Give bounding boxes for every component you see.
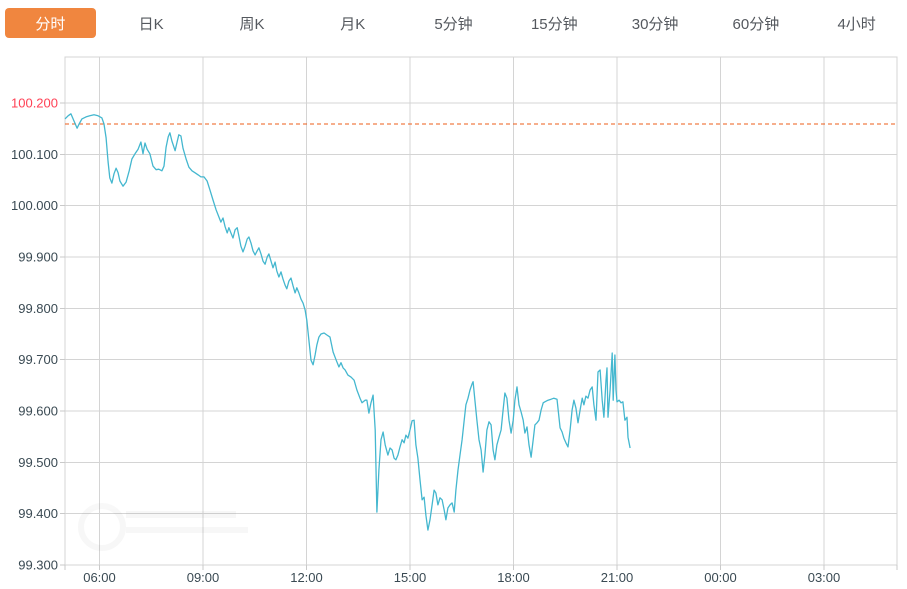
tab-60分钟[interactable]: 60分钟 (732, 15, 780, 33)
x-axis-label: 15:00 (394, 570, 427, 585)
y-axis-labels: 100.200 100.100 100.000 99.900 99.800 99.700 9… (11, 96, 58, 573)
x-axis-label: 12:00 (290, 570, 323, 585)
y-axis-label: 99.600 (18, 404, 58, 419)
x-axis-label: 21:00 (601, 570, 634, 585)
tab-周K[interactable]: 周K (239, 15, 265, 33)
tab-intraday[interactable]: 分时 (5, 8, 96, 38)
tab-月K[interactable]: 月K (340, 15, 366, 33)
y-axis-label: 100.200 (11, 96, 58, 111)
tab-30分钟[interactable]: 30分钟 (631, 15, 679, 33)
y-axis-label: 99.300 (18, 558, 58, 573)
x-axis-label: 18:00 (497, 570, 530, 585)
y-axis-label: 100.100 (11, 147, 58, 162)
x-axis-label: 06:00 (83, 570, 116, 585)
tab-4小时[interactable]: 4小时 (837, 15, 876, 33)
y-axis-label: 100.000 (11, 198, 58, 213)
y-axis-label: 99.700 (18, 352, 58, 367)
timeframe-tab-bar: 分时 日K 周K 月K 5分钟 15分钟 30分钟 60分钟 4小时 (0, 0, 907, 46)
x-axis-label: 00:00 (704, 570, 737, 585)
axis-ticks (60, 102, 898, 570)
tab-15分钟[interactable]: 15分钟 (530, 15, 578, 33)
y-axis-label: 99.900 (18, 250, 58, 265)
tab-5分钟[interactable]: 5分钟 (434, 15, 473, 33)
tab-日K[interactable]: 日K (138, 15, 164, 33)
y-axis-label: 99.500 (18, 455, 58, 470)
x-axis-label: 09:00 (187, 570, 220, 585)
grid (64, 56, 898, 566)
y-axis-label: 99.400 (18, 506, 58, 521)
price-line (64, 113, 631, 531)
x-axis-label: 03:00 (808, 570, 841, 585)
x-axis-labels: 06:00 09:00 12:00 15:00 18:00 21:00 00:00 03:00 (83, 570, 840, 585)
y-axis-label: 99.800 (18, 301, 58, 316)
